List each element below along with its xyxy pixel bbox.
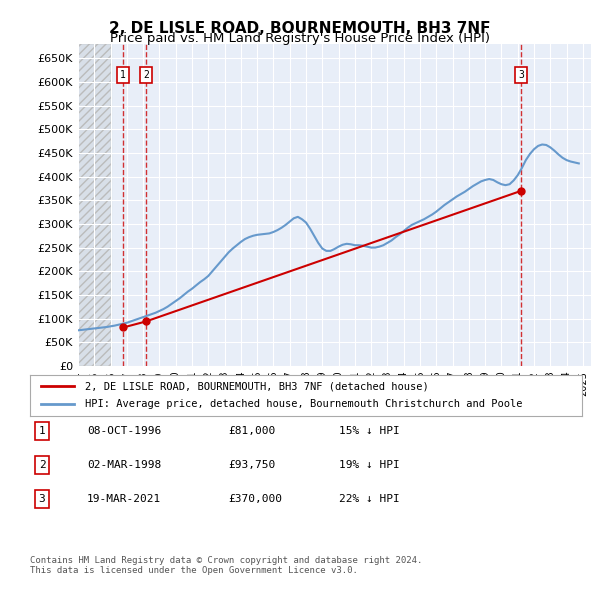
Text: 15% ↓ HPI: 15% ↓ HPI bbox=[339, 426, 400, 435]
Text: 22% ↓ HPI: 22% ↓ HPI bbox=[339, 494, 400, 504]
Text: Contains HM Land Registry data © Crown copyright and database right 2024.
This d: Contains HM Land Registry data © Crown c… bbox=[30, 556, 422, 575]
Text: 19% ↓ HPI: 19% ↓ HPI bbox=[339, 460, 400, 470]
Text: 19-MAR-2021: 19-MAR-2021 bbox=[87, 494, 161, 504]
Text: 1: 1 bbox=[38, 426, 46, 435]
Text: £93,750: £93,750 bbox=[228, 460, 275, 470]
Text: 2, DE LISLE ROAD, BOURNEMOUTH, BH3 7NF (detached house): 2, DE LISLE ROAD, BOURNEMOUTH, BH3 7NF (… bbox=[85, 381, 429, 391]
Bar bbox=[78, 44, 110, 366]
Text: £370,000: £370,000 bbox=[228, 494, 282, 504]
Text: 08-OCT-1996: 08-OCT-1996 bbox=[87, 426, 161, 435]
Text: 2: 2 bbox=[143, 70, 149, 80]
Text: £81,000: £81,000 bbox=[228, 426, 275, 435]
Text: 2, DE LISLE ROAD, BOURNEMOUTH, BH3 7NF: 2, DE LISLE ROAD, BOURNEMOUTH, BH3 7NF bbox=[109, 21, 491, 35]
Text: 1: 1 bbox=[120, 70, 126, 80]
Bar bbox=[78, 44, 110, 366]
Text: HPI: Average price, detached house, Bournemouth Christchurch and Poole: HPI: Average price, detached house, Bour… bbox=[85, 399, 523, 409]
Text: 3: 3 bbox=[38, 494, 46, 504]
Text: 3: 3 bbox=[518, 70, 524, 80]
Text: Price paid vs. HM Land Registry's House Price Index (HPI): Price paid vs. HM Land Registry's House … bbox=[110, 32, 490, 45]
Text: 2: 2 bbox=[38, 460, 46, 470]
Text: 02-MAR-1998: 02-MAR-1998 bbox=[87, 460, 161, 470]
